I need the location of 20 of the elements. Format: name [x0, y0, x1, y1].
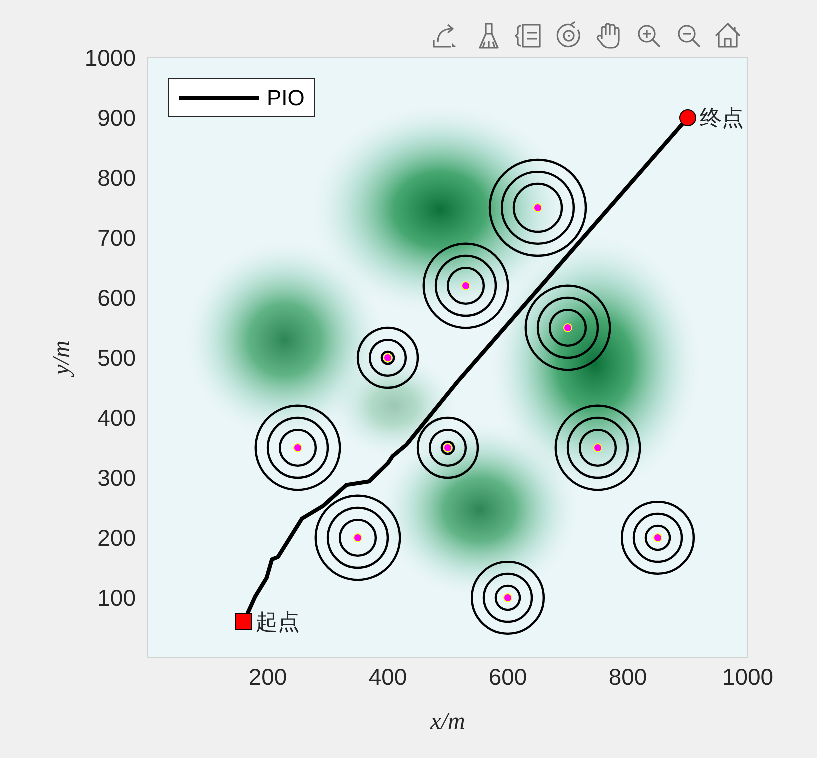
y-tick-label: 300: [98, 465, 136, 491]
y-tick-label: 200: [98, 525, 136, 551]
y-tick-label: 600: [98, 285, 136, 311]
x-tick-label: 800: [608, 664, 648, 690]
y-tick-label: 1000: [84, 45, 136, 71]
y-tick-label: 400: [98, 405, 136, 431]
x-axis-title: x/m: [430, 709, 466, 735]
y-axis-title: y/m: [49, 340, 75, 378]
x-tick-label: 600: [488, 664, 528, 690]
y-tick-label: 900: [98, 105, 136, 131]
y-tick-label: 100: [98, 585, 136, 611]
y-tick-label: 700: [98, 225, 136, 251]
annotation: 起点: [256, 610, 300, 634]
x-tick-label: 200: [248, 664, 288, 690]
x-tick-label: 400: [368, 664, 408, 690]
y-tick-label: 500: [98, 345, 136, 371]
annotation: 终点: [700, 106, 744, 130]
y-tick-label: 800: [98, 165, 136, 191]
legend-label: PIO: [267, 86, 305, 110]
x-tick-label: 1000: [722, 664, 774, 690]
